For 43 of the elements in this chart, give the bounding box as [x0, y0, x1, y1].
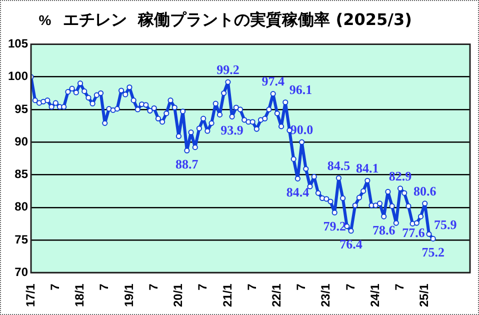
- x-tick-label: 21/1: [220, 283, 234, 308]
- x-tick-label: 18/1: [72, 283, 87, 308]
- x-tick-label: 7: [343, 283, 358, 290]
- data-label: 84.1: [356, 160, 379, 176]
- data-label: 78.6: [372, 222, 396, 238]
- data-label: 93.9: [220, 122, 244, 138]
- y-tick-label: 100: [8, 69, 28, 84]
- data-label: 90.0: [290, 122, 314, 137]
- y-tick-label: 85: [14, 167, 28, 182]
- data-label: 84.5: [327, 158, 351, 173]
- y-tick-label: 95: [14, 102, 28, 116]
- y-tick-label: 75: [14, 232, 28, 246]
- x-tick-label: 25/1: [417, 283, 432, 308]
- data-label: 75.9: [434, 216, 458, 232]
- data-label: 79.2: [323, 218, 346, 234]
- x-tick-label: 7: [146, 283, 160, 290]
- y-tick-label: 70: [14, 264, 28, 279]
- y-axis-title: %: [38, 12, 52, 28]
- x-tick-label: 7: [97, 283, 112, 290]
- x-tick-label: 17/1: [23, 283, 38, 308]
- chart-title: エチレン 稼働プラントの実質稼働率 (2025/3): [63, 10, 412, 29]
- data-label: 97.4: [262, 74, 285, 89]
- x-tick-label: 7: [244, 283, 259, 290]
- data-label: 77.6: [402, 224, 426, 240]
- x-tick-label: 20/1: [171, 283, 186, 308]
- data-label: 88.7: [176, 156, 199, 172]
- x-tick-label: 19/1: [122, 283, 136, 308]
- x-tick-label: 7: [196, 283, 210, 290]
- data-label: 96.1: [289, 82, 312, 98]
- x-tick-label: 7: [294, 283, 308, 290]
- data-label: 76.4: [340, 236, 363, 252]
- data-label: 99.2: [216, 62, 240, 77]
- x-tick-label: 7: [392, 283, 407, 290]
- x-tick-label: 23/1: [318, 283, 333, 308]
- y-tick-label: 80: [14, 200, 28, 214]
- x-tick-label: 7: [48, 283, 62, 290]
- data-label: 80.6: [413, 183, 437, 198]
- x-tick-label: 24/1: [368, 283, 382, 308]
- data-label: 84.4: [286, 184, 310, 200]
- x-tick-label: 22/1: [269, 283, 284, 308]
- y-tick-label: 90: [14, 134, 28, 148]
- data-label: 75.2: [422, 244, 444, 260]
- y-tick-label: 105: [8, 36, 28, 51]
